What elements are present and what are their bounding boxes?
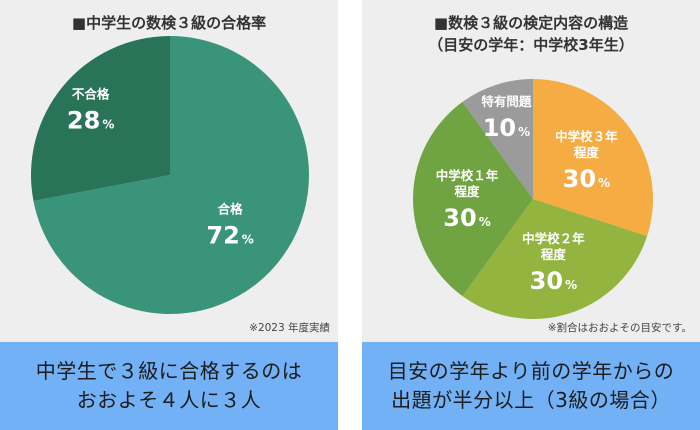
- content-structure-pie-slice-3-value: 10%: [483, 114, 530, 142]
- content-structure-pie-slice-0-label-line-0: 中学校３年: [555, 129, 618, 144]
- pass-rate-pie-slice-1-value: 28%: [67, 106, 114, 134]
- pass-rate-pie-slice-0-label: 合格: [218, 202, 244, 217]
- pass-rate-title: ■中学生の数検３級の合格率: [71, 14, 267, 32]
- content-structure-pie-slice-2: [413, 101, 533, 297]
- pass-rate-caption-line-1: 中学生で３級に合格するのは: [35, 359, 303, 383]
- content-structure-subtitle: （目安の学年：中学校3年生）: [428, 36, 634, 54]
- pass-rate-pie-chart: 合格 72 % 不合格 28%: [30, 36, 309, 314]
- content-structure-pie-slice-3-label: 特有問題: [481, 94, 532, 109]
- content-structure-pie-slice-1: [462, 199, 648, 319]
- content-structure-title: ■数検３級の検定内容の構造: [433, 14, 629, 32]
- pass-rate-panel: ■中学生の数検３級の合格率 合格 72% 不合格 28% ※2023 年度実績 中学生…: [0, 0, 338, 430]
- pass-rate-caption: 中学生で３級に合格するのは おおよそ４人に３人: [0, 342, 338, 430]
- content-structure-pie-slice-0: [533, 78, 654, 237]
- pass-rate-caption-line-2: おおよそ４人に３人: [76, 388, 262, 412]
- content-structure-pie-slice-1-value: 30%: [530, 267, 577, 295]
- content-structure-pie-slice-2-value: 30%: [443, 204, 490, 232]
- content-structure-pie-slice-2-label-line-1: 程度: [454, 184, 480, 199]
- content-structure-note: ※割合はおおよその目安です。: [547, 322, 692, 334]
- pass-rate-pie-slice-0: [33, 36, 309, 314]
- content-structure-caption-line-2: 出題が半分以上（3級の場合）: [391, 388, 671, 412]
- pass-rate-pie-slice-1: [30, 36, 171, 202]
- content-structure-pie-slice-2-label-line-0: 中学校１年: [436, 168, 499, 183]
- pass-rate-note: ※2023 年度実績: [249, 322, 330, 334]
- content-structure-pie-slice-1-label-line-0: 中学校２年: [522, 231, 585, 246]
- content-structure-pie-slice-3: [462, 79, 533, 199]
- pass-rate-pie-slice-1-label: 不合格: [72, 86, 110, 101]
- content-structure-pie-slice-1-label-line-1: 程度: [541, 247, 567, 262]
- content-structure-pie-slice-0-label-line-1: 程度: [574, 145, 600, 160]
- pass-rate-pie-slice-0-value: 72%: [206, 222, 253, 250]
- content-structure-pie-slice-0-value: 30%: [563, 165, 610, 193]
- content-structure-panel: ■数検３級の検定内容の構造 （目安の学年：中学校3年生） 中学校３年 程度 30% 中…: [362, 0, 700, 430]
- content-structure-caption-line-1: 目安の学年より前の学年からの: [387, 359, 675, 383]
- content-structure-caption: 目安の学年より前の学年からの 出題が半分以上（3級の場合）: [362, 342, 700, 430]
